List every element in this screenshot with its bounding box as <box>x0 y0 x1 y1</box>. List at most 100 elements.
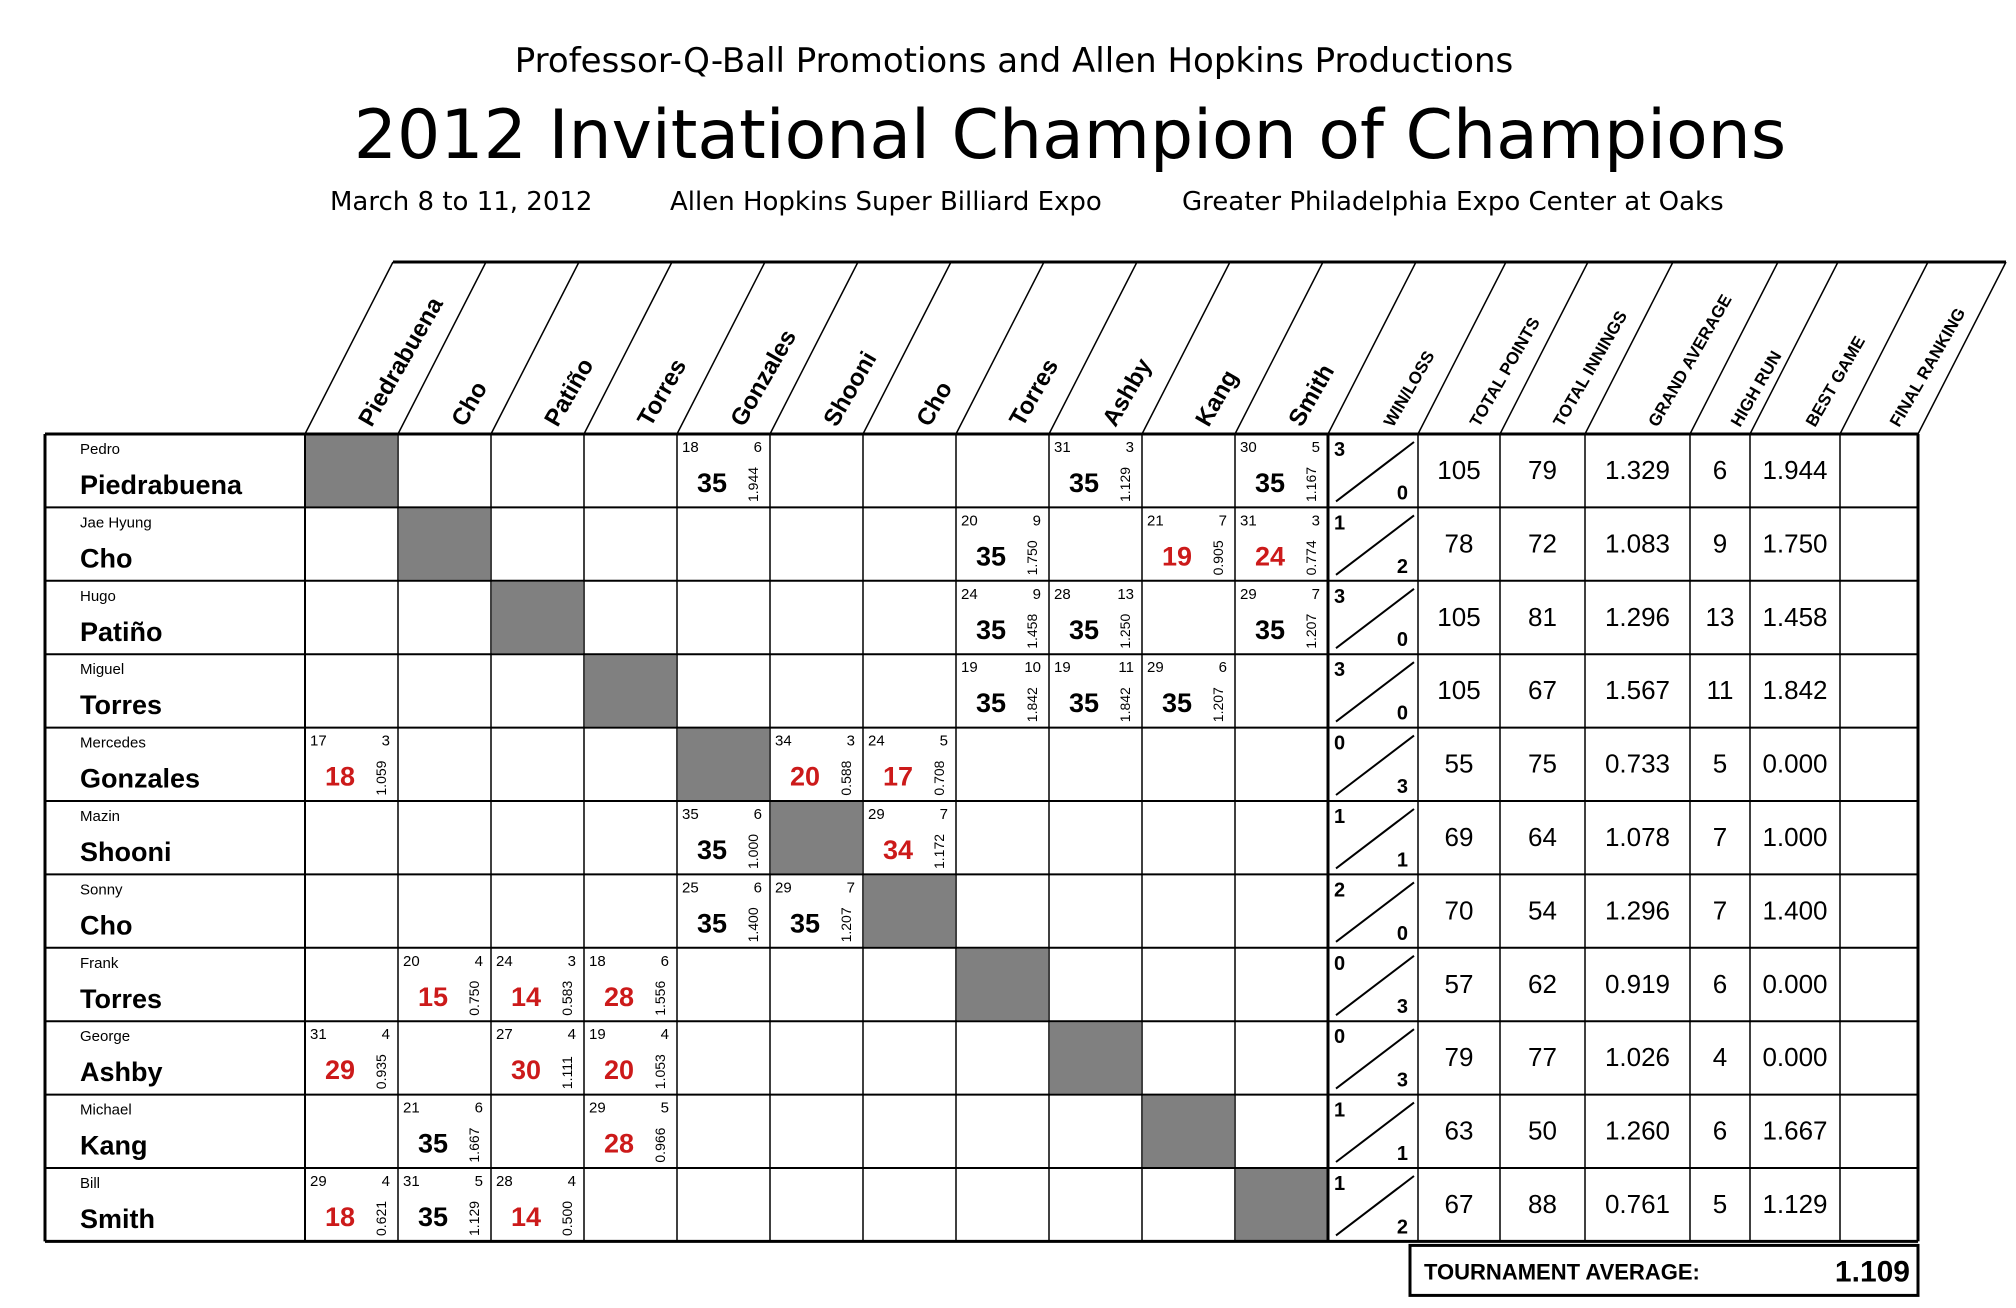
game-score: 14 <box>511 1202 541 1232</box>
stat-header: GRAND AVERAGE <box>1645 291 1736 430</box>
game-average: 0.935 <box>373 1054 389 1089</box>
game-opponent-score: 20 <box>961 512 978 529</box>
game-opponent-score: 27 <box>496 1026 513 1043</box>
opponent-header: Cho <box>911 377 958 431</box>
game-average: 1.111 <box>559 1056 575 1089</box>
grand-average: 1.296 <box>1605 602 1670 632</box>
win-loss-divider <box>1335 1101 1415 1163</box>
game-score: 35 <box>1069 468 1099 498</box>
game-score: 35 <box>976 541 1006 571</box>
high-run: 9 <box>1713 528 1727 558</box>
game-average: 1.250 <box>1117 614 1133 649</box>
game-innings: 4 <box>382 1173 390 1190</box>
game-innings: 11 <box>1118 659 1134 676</box>
game-opponent-score: 24 <box>496 953 513 970</box>
win-loss-divider <box>1335 881 1415 943</box>
header-slant-line <box>1048 261 1138 435</box>
game-score: 35 <box>790 908 820 938</box>
header-slant-line <box>1499 261 1589 435</box>
game-score: 29 <box>325 1055 355 1085</box>
header-slant-line <box>1584 261 1674 435</box>
total-innings: 67 <box>1528 675 1557 705</box>
game-score: 35 <box>1069 688 1099 718</box>
diagonal-cell <box>771 802 862 874</box>
header-slant-line <box>1234 261 1324 435</box>
diagonal-cell <box>1236 1169 1327 1241</box>
game-average: 1.556 <box>652 981 668 1016</box>
stat-header: HIGH RUN <box>1727 348 1785 430</box>
game-average: 1.458 <box>1024 614 1040 649</box>
grand-average: 1.329 <box>1605 455 1670 485</box>
game-average: 1.172 <box>931 834 947 869</box>
game-average: 1.167 <box>1303 467 1319 502</box>
game-average: 0.966 <box>652 1127 668 1162</box>
grand-average: 1.026 <box>1605 1042 1670 1072</box>
wins-count: 3 <box>1334 586 1345 608</box>
event-venue: Greater Philadelphia Expo Center at Oaks <box>1182 187 1724 217</box>
game-score: 18 <box>325 762 355 792</box>
win-loss-divider <box>1335 1175 1415 1237</box>
game-innings: 4 <box>475 953 483 970</box>
game-average: 1.207 <box>1303 614 1319 649</box>
game-innings: 6 <box>754 879 762 896</box>
header-slant-line <box>1917 261 2007 435</box>
game-innings: 9 <box>1033 586 1041 603</box>
game-opponent-score: 29 <box>310 1173 327 1190</box>
player-first-name: Hugo <box>80 588 116 605</box>
game-innings: 5 <box>1312 439 1320 456</box>
game-innings: 13 <box>1117 586 1134 603</box>
grand-average: 0.919 <box>1605 969 1670 999</box>
win-loss-divider <box>1335 734 1415 796</box>
game-opponent-score: 24 <box>961 586 978 603</box>
game-average: 0.708 <box>931 760 947 795</box>
player-last-name: Cho <box>80 543 132 573</box>
grand-average: 0.761 <box>1605 1189 1670 1219</box>
best-game: 0.000 <box>1762 749 1827 779</box>
game-score: 35 <box>418 1129 448 1159</box>
game-innings: 3 <box>382 733 390 750</box>
game-score: 14 <box>511 982 541 1012</box>
losses-count: 2 <box>1397 556 1408 578</box>
win-loss-divider <box>1335 808 1415 870</box>
total-innings: 54 <box>1528 895 1557 925</box>
game-innings: 9 <box>1033 512 1041 529</box>
diagonal-cell <box>306 435 397 507</box>
stat-header: WIN/LOSS <box>1380 348 1438 430</box>
game-score: 20 <box>790 762 820 792</box>
total-points: 105 <box>1437 455 1480 485</box>
losses-count: 0 <box>1397 703 1408 725</box>
high-run: 4 <box>1713 1042 1727 1072</box>
game-score: 34 <box>883 835 913 865</box>
losses-count: 0 <box>1397 923 1408 945</box>
win-loss-divider <box>1335 588 1415 649</box>
diagonal-cell <box>1143 1095 1234 1167</box>
game-innings: 5 <box>940 733 948 750</box>
game-opponent-score: 18 <box>589 953 606 970</box>
game-innings: 6 <box>754 806 762 823</box>
player-first-name: Frank <box>80 955 119 972</box>
game-average: 1.129 <box>1117 467 1133 502</box>
high-run: 5 <box>1713 749 1727 779</box>
game-opponent-score: 25 <box>682 879 699 896</box>
game-average: 0.774 <box>1303 540 1319 575</box>
game-score: 35 <box>1069 615 1099 645</box>
total-innings: 81 <box>1528 602 1557 632</box>
best-game: 1.458 <box>1762 602 1827 632</box>
tournament-average-box <box>1408 1243 1920 1297</box>
game-opponent-score: 19 <box>961 659 978 676</box>
event-name: Allen Hopkins Super Billiard Expo <box>670 187 1102 217</box>
total-innings: 50 <box>1528 1116 1557 1146</box>
game-opponent-score: 29 <box>775 879 792 896</box>
player-first-name: Miguel <box>80 661 124 678</box>
losses-count: 1 <box>1397 1143 1408 1165</box>
game-opponent-score: 31 <box>310 1026 327 1043</box>
header-slant-line <box>1141 261 1231 435</box>
best-game: 0.000 <box>1762 969 1827 999</box>
wins-count: 3 <box>1334 439 1345 461</box>
game-average: 1.000 <box>745 834 761 869</box>
opponent-header: Torres <box>1004 354 1064 431</box>
game-opponent-score: 30 <box>1240 439 1257 456</box>
game-score: 18 <box>325 1202 355 1232</box>
game-score: 35 <box>697 835 727 865</box>
game-score: 35 <box>697 908 727 938</box>
